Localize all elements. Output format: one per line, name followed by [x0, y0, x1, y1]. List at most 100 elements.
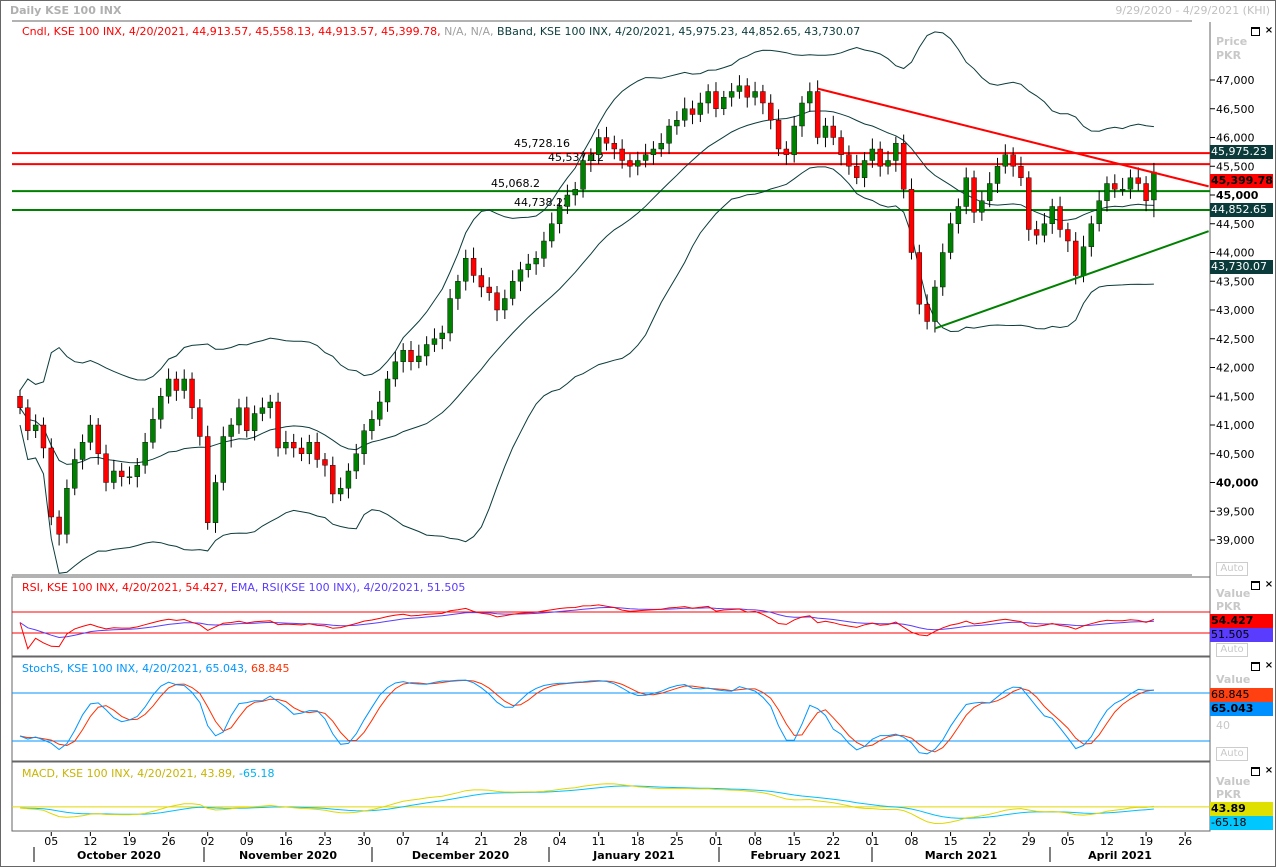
date-tick-label: 30	[357, 835, 371, 848]
bb-upper-tag: 45,975.23	[1210, 145, 1273, 159]
stoch-auto-scale-button[interactable]: Auto	[1216, 747, 1248, 761]
candle	[900, 134, 907, 199]
candle	[197, 399, 203, 446]
candle-body	[1088, 223, 1095, 247]
price-tick-label: 44,500	[1216, 218, 1255, 231]
bb-lower-tag: 43,730.07	[1210, 260, 1273, 274]
maximize-stoch-panel-icon[interactable]	[1251, 662, 1260, 671]
candle-body	[525, 263, 531, 270]
close-macd-panel-icon[interactable]: ×	[1264, 765, 1274, 776]
candle	[251, 405, 258, 441]
candle	[142, 432, 148, 474]
candle	[955, 198, 962, 234]
candle-body	[994, 166, 1001, 184]
month-label: February 2021	[750, 849, 840, 862]
candle	[1049, 198, 1055, 234]
rsi-axis-unit: PKR	[1216, 600, 1242, 613]
stoch-d-legend-text: 68.845	[251, 662, 290, 675]
date-tick-label: 23	[318, 835, 332, 848]
price-legend: Cndl, KSE 100 INX, 4/20/2021, 44,913.57,…	[22, 25, 860, 38]
candle	[189, 372, 195, 420]
candle	[635, 151, 641, 176]
candle-body	[1072, 240, 1079, 276]
macd-tag: 43.89	[1210, 802, 1273, 816]
candle	[760, 84, 766, 115]
price-tick-label: 45,000	[1216, 189, 1259, 202]
candle-body	[259, 407, 266, 414]
candle	[486, 277, 492, 301]
bband-legend: BBand, KSE 100 INX, 4/20/2021, 45,975.23…	[497, 25, 861, 38]
maximize-macd-panel-icon[interactable]	[1251, 767, 1260, 776]
candle	[259, 397, 266, 422]
maximize-rsi-panel-icon[interactable]	[1251, 581, 1260, 590]
candle-body	[1026, 177, 1032, 230]
candle-body	[314, 442, 320, 460]
candle	[40, 417, 47, 459]
stoch-k-line	[19, 679, 1154, 755]
candle-body	[556, 206, 563, 224]
candle-body	[791, 125, 797, 155]
candle	[1018, 156, 1024, 187]
candle	[181, 369, 187, 399]
candle	[822, 117, 829, 148]
rsi-ema-legend-text: EMA, RSI(KSE 100 INX), 4/20/2021, 51.505	[230, 581, 466, 594]
candle	[1065, 222, 1071, 253]
price-tick-label: 43,000	[1216, 304, 1255, 317]
close-stoch-panel-icon[interactable]: ×	[1264, 660, 1274, 671]
candle-body	[1096, 200, 1102, 224]
candle	[861, 152, 868, 188]
last-price-tag: 45,399.78	[1210, 174, 1273, 188]
candle	[204, 425, 211, 530]
date-tick-label: 15	[944, 835, 958, 848]
candle	[1104, 176, 1110, 212]
candle	[353, 443, 359, 479]
candle-body	[509, 281, 516, 299]
candle-body	[103, 453, 109, 483]
close-price-panel-icon[interactable]: ×	[1264, 25, 1274, 36]
candle	[79, 434, 86, 470]
price-tick-label: 42,000	[1216, 362, 1255, 375]
candle	[330, 456, 336, 504]
candle-body	[674, 120, 680, 127]
price-tick-label: 44,000	[1216, 247, 1255, 260]
close-rsi-panel-icon[interactable]: ×	[1264, 579, 1274, 590]
candle	[979, 191, 985, 221]
candle-body	[345, 470, 352, 489]
candle-body	[337, 488, 344, 495]
candle	[1041, 212, 1048, 243]
candle	[994, 157, 1001, 193]
month-label: March 2021	[925, 849, 998, 862]
rsi-auto-scale-button[interactable]: Auto	[1216, 643, 1248, 657]
candle-body	[713, 91, 719, 109]
candle-body	[580, 160, 586, 190]
candle-body	[150, 419, 156, 443]
candle	[25, 399, 31, 441]
candle	[572, 181, 578, 206]
date-tick-label: 22	[983, 835, 997, 848]
candle-body	[1049, 206, 1055, 224]
maximize-price-panel-icon[interactable]	[1251, 27, 1260, 36]
candle	[423, 336, 430, 366]
candle-body	[854, 166, 860, 178]
candle	[478, 267, 485, 298]
candle-body	[267, 401, 273, 408]
rsi-legend-text: RSI, KSE 100 INX, 4/20/2021, 54.427,	[22, 581, 228, 594]
candle-body	[142, 442, 148, 466]
candle-body	[658, 143, 664, 150]
price-auto-scale-button[interactable]: Auto	[1216, 562, 1248, 576]
candle-body	[322, 459, 328, 466]
candle-body	[595, 137, 602, 155]
date-tick-label: 26	[1178, 835, 1192, 848]
candle-body	[56, 516, 62, 535]
price-tick-label: 39,500	[1216, 505, 1255, 518]
candle	[463, 249, 469, 291]
level-label: 45,728.16	[514, 137, 570, 150]
macd-legend: MACD, KSE 100 INX, 4/20/2021, 43.89, -65…	[22, 767, 274, 780]
candle-body	[330, 465, 336, 495]
stoch-k-legend-text: StochS, KSE 100 INX, 4/20/2021, 65.043,	[22, 662, 248, 675]
candle-body	[158, 396, 164, 420]
candle-body	[979, 200, 985, 213]
date-tick-label: 07	[396, 835, 410, 848]
